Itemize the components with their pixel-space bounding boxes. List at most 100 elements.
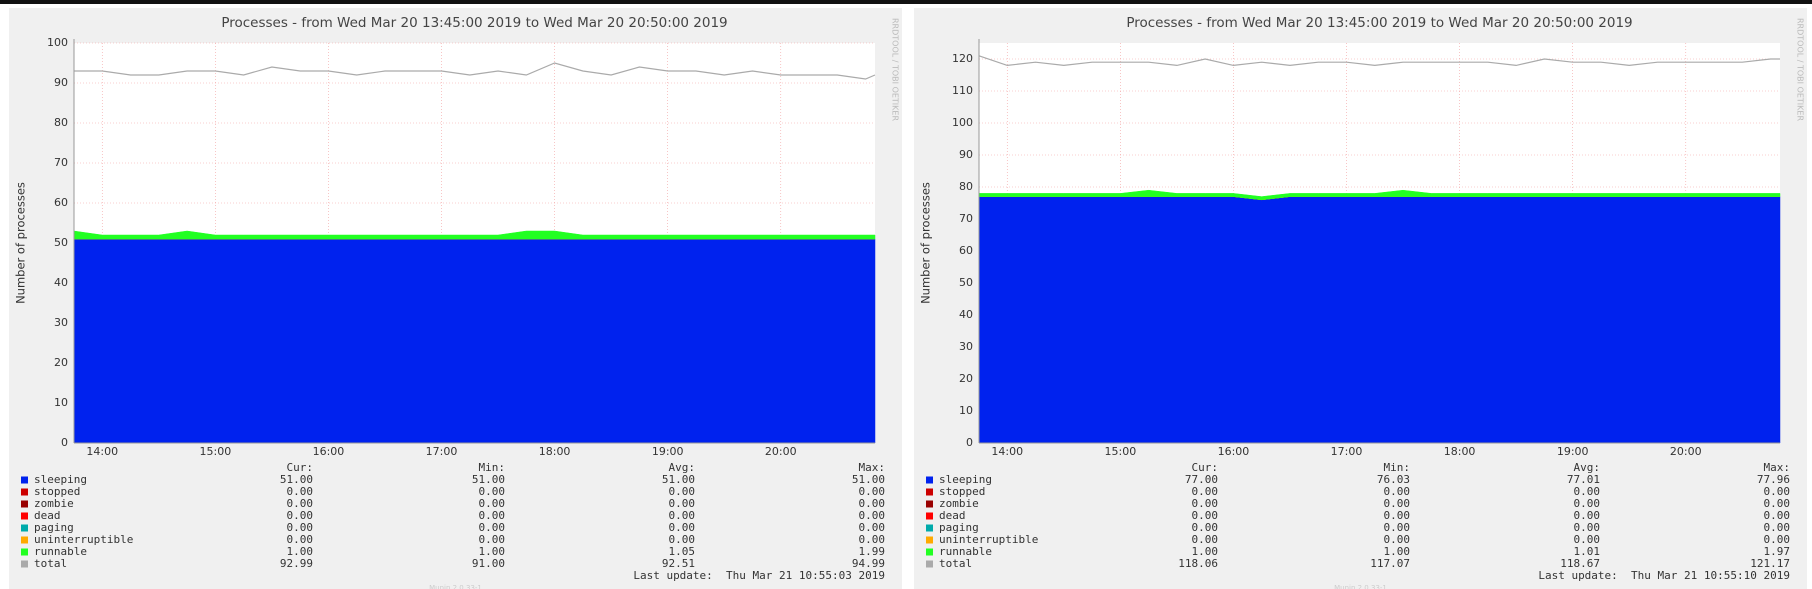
x-tick-label: 20:00 (765, 445, 797, 458)
legend-name: runnable (939, 545, 992, 558)
legend-stat: 0.00 (1192, 521, 1219, 534)
legend-stat: 91.00 (472, 557, 505, 570)
legend-stat: 0.00 (669, 521, 696, 534)
last-update: Last update: Thu Mar 21 10:55:03 2019 (633, 569, 885, 582)
legend-header: Cur: (1192, 461, 1219, 474)
y-tick-label: 110 (952, 84, 973, 97)
legend-swatch (926, 548, 933, 556)
y-tick-label: 40 (54, 276, 68, 289)
legend-stat: 0.00 (859, 497, 886, 510)
y-axis-label: Number of processes (14, 182, 28, 304)
legend-stat: 0.00 (1192, 497, 1219, 510)
legend-swatch (21, 548, 28, 556)
legend-stat: 51.00 (280, 473, 313, 486)
y-tick-label: 10 (54, 396, 68, 409)
total-line (74, 62, 876, 80)
y-tick-label: 80 (959, 180, 973, 193)
legend-stat: 0.00 (1384, 521, 1411, 534)
legend-stat: 0.00 (479, 509, 506, 522)
legend-stat: 1.05 (669, 545, 696, 558)
legend-stat: 0.00 (1574, 497, 1601, 510)
legend-swatch (21, 560, 28, 568)
legend-stat: 118.06 (1178, 557, 1218, 570)
legend-stat: 0.00 (1574, 485, 1601, 498)
x-tick-label: 14:00 (86, 445, 118, 458)
legend-stat: 0.00 (1192, 485, 1219, 498)
stacked-area (978, 196, 1781, 444)
legend-stat: 0.00 (1384, 497, 1411, 510)
legend-stat: 0.00 (669, 509, 696, 522)
x-tick-label: 20:00 (1670, 445, 1702, 458)
side-credit: RRDTOOL / TOBI OETIKER (1796, 18, 1805, 121)
y-tick-label: 50 (54, 236, 68, 249)
y-tick-label: 30 (959, 340, 973, 353)
legend-header: Min: (479, 461, 506, 474)
x-tick-label: 18:00 (539, 445, 571, 458)
legend-swatch (926, 488, 933, 496)
legend-stat: 92.99 (280, 557, 313, 570)
y-tick-label: 50 (959, 276, 973, 289)
y-tick-label: 100 (952, 116, 973, 129)
legend-swatch (21, 536, 28, 544)
x-tick-label: 17:00 (426, 445, 458, 458)
chart-title: Processes - from Wed Mar 20 13:45:00 201… (1126, 15, 1632, 31)
stacked-area (73, 230, 876, 240)
legend-stat: 0.00 (287, 509, 314, 522)
y-tick-label: 100 (47, 36, 68, 49)
legend-header: Min: (1384, 461, 1411, 474)
legend-stat: 92.51 (662, 557, 695, 570)
legend-swatch (21, 488, 28, 496)
legend-name: zombie (939, 497, 979, 510)
y-tick-label: 90 (54, 76, 68, 89)
legend-stat: 0.00 (669, 497, 696, 510)
legend-stat: 0.00 (1574, 533, 1601, 546)
legend-stat: 0.00 (1192, 533, 1219, 546)
stacked-area (978, 189, 1781, 201)
legend-stat: 0.00 (1384, 533, 1411, 546)
legend-stat: 0.00 (287, 497, 314, 510)
y-tick-label: 30 (54, 316, 68, 329)
legend-header: Cur: (287, 461, 314, 474)
y-tick-label: 0 (61, 436, 68, 449)
legend-stat: 0.00 (1764, 485, 1791, 498)
legend-name: dead (939, 509, 966, 522)
last-update: Last update: Thu Mar 21 10:55:10 2019 (1538, 569, 1790, 582)
legend-stat: 0.00 (859, 485, 886, 498)
legend-stat: 0.00 (859, 509, 886, 522)
x-tick-label: 14:00 (991, 445, 1023, 458)
legend-stat: 0.00 (669, 485, 696, 498)
chart-title: Processes - from Wed Mar 20 13:45:00 201… (221, 15, 727, 31)
legend-swatch (21, 512, 28, 520)
legend-name: paging (939, 521, 979, 534)
y-tick-label: 90 (959, 148, 973, 161)
legend-stat: 0.00 (479, 533, 506, 546)
legend-stat: 0.00 (669, 533, 696, 546)
legend-stat: 118.67 (1560, 557, 1600, 570)
legend-stat: 0.00 (1764, 509, 1791, 522)
legend-stat: 1.00 (1384, 545, 1411, 558)
legend-stat: 51.00 (662, 473, 695, 486)
legend-stat: 0.00 (479, 485, 506, 498)
legend-stat: 76.03 (1377, 473, 1410, 486)
x-tick-label: 15:00 (1105, 445, 1137, 458)
legend-stat: 94.99 (852, 557, 885, 570)
y-tick-label: 20 (54, 356, 68, 369)
legend-name: total (34, 557, 67, 570)
legend-stat: 0.00 (1384, 509, 1411, 522)
total-line (978, 55, 1780, 67)
side-credit: RRDTOOL / TOBI OETIKER (891, 18, 900, 121)
legend-name: dead (34, 509, 61, 522)
x-tick-label: 18:00 (1444, 445, 1476, 458)
legend-stat: 1.00 (1192, 545, 1219, 558)
legend-header: Max: (859, 461, 886, 474)
legend-stat: 1.97 (1764, 545, 1791, 558)
legend-stat: 51.00 (852, 473, 885, 486)
x-tick-label: 16:00 (1218, 445, 1250, 458)
legend-stat: 0.00 (1384, 485, 1411, 498)
y-tick-label: 120 (952, 52, 973, 65)
legend-swatch (21, 500, 28, 508)
legend-header: Avg: (669, 461, 696, 474)
x-tick-label: 17:00 (1331, 445, 1363, 458)
legend-swatch (926, 476, 933, 484)
legend-stat: 1.00 (287, 545, 314, 558)
